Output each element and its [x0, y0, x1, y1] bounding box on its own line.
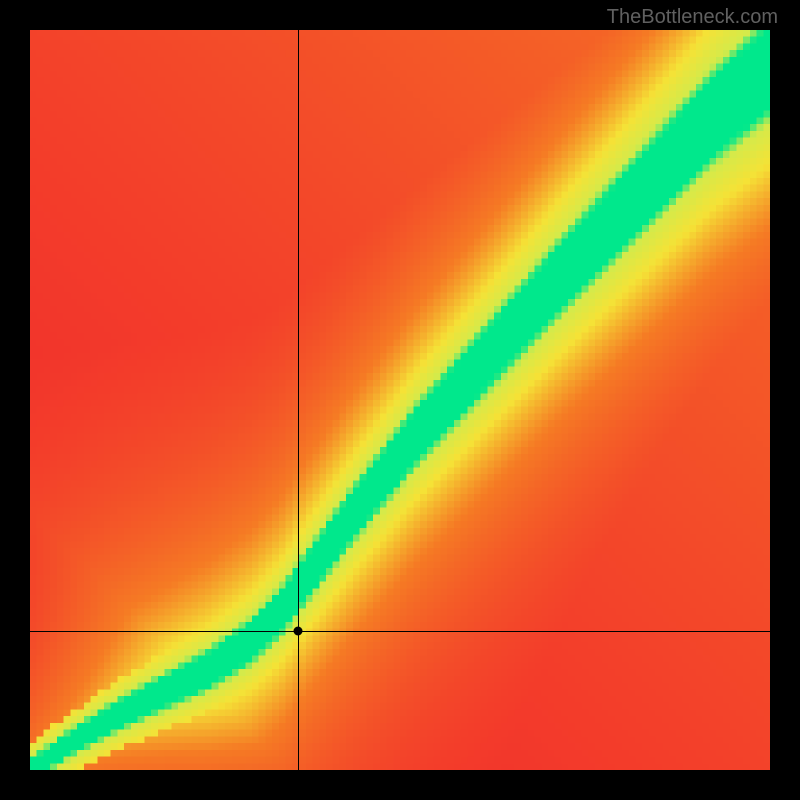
heatmap-canvas: [30, 30, 770, 770]
crosshair-vertical: [298, 30, 299, 770]
marker-dot: [293, 626, 302, 635]
watermark-text: TheBottleneck.com: [607, 6, 778, 29]
crosshair-horizontal: [30, 631, 770, 632]
bottleneck-heatmap: [30, 30, 770, 770]
